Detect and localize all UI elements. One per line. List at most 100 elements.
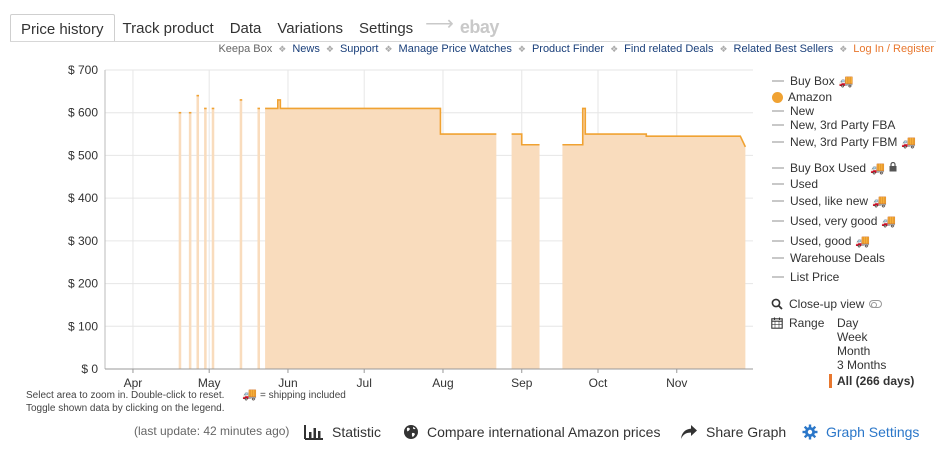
separator-icon: ❖	[719, 43, 728, 54]
legend-line-icon	[772, 183, 784, 185]
link-product-finder[interactable]: Product Finder	[531, 43, 605, 55]
x-tick-label: Jun	[278, 376, 297, 390]
range-option-all[interactable]: All (266 days)	[829, 374, 914, 388]
legend-item[interactable]: Used, like new 🚚	[772, 194, 887, 208]
y-tick-label: $ 200	[68, 277, 98, 291]
legend-item[interactable]: New, 3rd Party FBM 🚚	[772, 135, 916, 149]
legend-label: Buy Box	[790, 74, 835, 88]
graph-settings-label: Graph Settings	[826, 424, 920, 440]
link-news[interactable]: News	[292, 43, 320, 55]
range-option-3-months[interactable]: 3 Months	[837, 358, 887, 372]
series-area	[239, 99, 243, 370]
truck-icon: 🚚	[872, 194, 887, 208]
separator-icon: ❖	[278, 43, 287, 54]
statistic-button[interactable]: Statistic	[304, 424, 381, 440]
link-bar: Keepa Box ❖ News ❖ Support ❖ Manage Pric…	[218, 43, 934, 55]
tab-ebay[interactable]: ebay	[459, 17, 500, 37]
series-line	[562, 107, 747, 148]
series-area	[178, 112, 182, 369]
legend-item[interactable]: New, 3rd Party FBA	[772, 118, 895, 132]
link-related-best-sellers[interactable]: Related Best Sellers	[733, 43, 834, 55]
y-tick-label: $ 100	[68, 319, 98, 333]
range-options: Day Week Month 3 Months All (266 days)	[829, 316, 914, 388]
tab-settings[interactable]: Settings	[358, 20, 414, 37]
legend-item[interactable]: List Price	[772, 270, 839, 284]
y-tick-label: $ 600	[68, 106, 98, 120]
link-support[interactable]: Support	[339, 43, 379, 55]
truck-icon: 🚚	[881, 214, 897, 228]
price-history-chart[interactable]: $ 700 $ 600 $ 500 $ 400 $ 300 $ 200 $ 100 $ 0 Ap…	[0, 56, 760, 391]
tab-track-product[interactable]: Track product	[122, 20, 214, 37]
legend-item[interactable]: Used, good 🚚	[772, 234, 870, 248]
series-area	[257, 108, 261, 369]
truck-icon: 🚚	[870, 161, 885, 175]
y-tick-label: $ 700	[68, 63, 98, 77]
compare-prices-button[interactable]: Compare international Amazon prices	[403, 424, 660, 440]
legend-line-icon	[772, 276, 784, 278]
range-label-group: Range	[771, 316, 824, 330]
link-find-related-deals[interactable]: Find related Deals	[624, 43, 714, 55]
share-graph-label: Share Graph	[706, 424, 787, 440]
legend-label: Used, very good	[790, 214, 878, 228]
legend-item[interactable]: Warehouse Deals	[772, 251, 885, 265]
legend-item[interactable]: Buy Box Used 🚚	[772, 161, 897, 175]
link-manage-price-watches[interactable]: Manage Price Watches	[398, 43, 512, 55]
series-line	[265, 99, 497, 135]
series-area	[211, 108, 215, 369]
separator-icon: ❖	[325, 43, 334, 54]
link-keepa-box[interactable]: Keepa Box	[218, 43, 273, 55]
series-area	[511, 134, 540, 369]
y-tick-label: $ 300	[68, 234, 98, 248]
graph-settings-button[interactable]: Graph Settings	[802, 424, 919, 440]
x-tick-label: Aug	[432, 376, 453, 390]
toggle-icon[interactable]	[869, 300, 883, 308]
legend-item[interactable]: Used, very good 🚚	[772, 214, 896, 228]
legend-label: Amazon	[788, 90, 833, 104]
share-graph-button[interactable]: Share Graph	[680, 424, 786, 440]
closeup-view-toggle[interactable]: Close-up view	[771, 297, 883, 311]
range-option-month[interactable]: Month	[837, 344, 871, 358]
range-option-week[interactable]: Week	[837, 330, 868, 344]
legend-item[interactable]: New	[772, 104, 814, 118]
series-area	[188, 112, 192, 369]
series-area	[562, 108, 746, 369]
x-tick-label: Oct	[589, 376, 608, 390]
series-area	[196, 95, 200, 369]
legend-dot-icon	[772, 91, 783, 103]
arrow-right-icon: ⟶	[425, 13, 454, 35]
bar-chart-icon	[304, 424, 324, 440]
legend-item[interactable]: Used	[772, 177, 818, 191]
statistic-label: Statistic	[332, 424, 382, 440]
legend-line-icon	[772, 141, 784, 143]
legend-line-icon	[772, 110, 784, 112]
legend-label: Used	[790, 177, 819, 191]
tab-data[interactable]: Data	[229, 20, 262, 37]
truck-icon: 🚚	[901, 135, 917, 149]
tab-divider	[10, 41, 936, 42]
closeup-view-label: Close-up view	[789, 297, 865, 311]
x-tick-label: Jul	[357, 376, 372, 390]
legend-line-icon	[772, 220, 784, 222]
truck-icon: 🚚	[838, 74, 854, 88]
legend-item[interactable]: Buy Box 🚚	[772, 74, 854, 88]
legend-label: Used, like new	[790, 194, 869, 208]
hint-line-2: Toggle shown data by clicking on the leg…	[26, 403, 225, 414]
legend-label: New, 3rd Party FBM	[790, 135, 898, 149]
range-option-day[interactable]: Day	[837, 316, 859, 330]
tab-price-history[interactable]: Price history	[10, 14, 115, 42]
y-tick-label: $ 400	[68, 191, 98, 205]
x-tick-label: May	[198, 376, 221, 390]
link-login-register[interactable]: Log In / Register	[853, 43, 934, 55]
series-line	[511, 133, 540, 146]
separator-icon: ❖	[839, 43, 848, 54]
tab-variations[interactable]: Variations	[277, 20, 343, 37]
x-tick-label: Nov	[666, 376, 687, 390]
legend-label: New, 3rd Party FBA	[790, 118, 896, 132]
legend-line-icon	[772, 167, 784, 169]
legend-label: List Price	[790, 270, 840, 284]
tab-bar: Price history Track product Data Variati…	[10, 13, 500, 42]
legend-item[interactable]: Amazon	[772, 90, 832, 104]
legend-label: New	[790, 104, 815, 118]
chart-hint: Select area to zoom in. Double-click to …	[26, 388, 346, 415]
legend-line-icon	[772, 257, 784, 259]
